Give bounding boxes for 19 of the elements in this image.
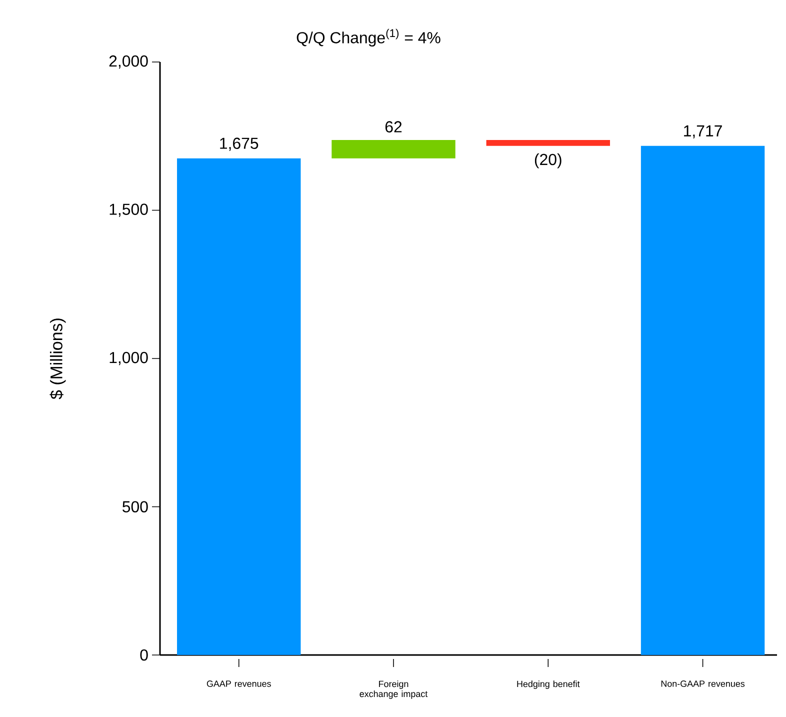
y-tick-label: 1,500 [110,204,148,217]
y-tick-label: 0 [140,649,148,661]
data-label: 62 [385,121,402,132]
y-tick-label: 500 [122,501,148,512]
data-label: 1,675 [220,138,258,151]
x-tick-label: Non-GAAP revenues [661,680,745,687]
x-tick-label: Hedging benefit [517,680,580,689]
y-tick-label: 2,000 [109,55,148,69]
bar [332,140,456,158]
y-tick-label: 1,000 [110,352,148,366]
chart-title: Q/Q Change$^{(1)}$ = 4% [296,28,440,46]
data-label: (20) [534,153,562,168]
y-axis-title: $ (Millions) [50,318,66,400]
bar [640,146,765,655]
data-label: 1,717 [684,125,722,138]
bar [486,140,610,146]
x-tick-label: Foreign exchange impact [360,680,428,699]
x-tick-label: GAAP revenues [206,680,271,687]
bar [177,158,301,655]
